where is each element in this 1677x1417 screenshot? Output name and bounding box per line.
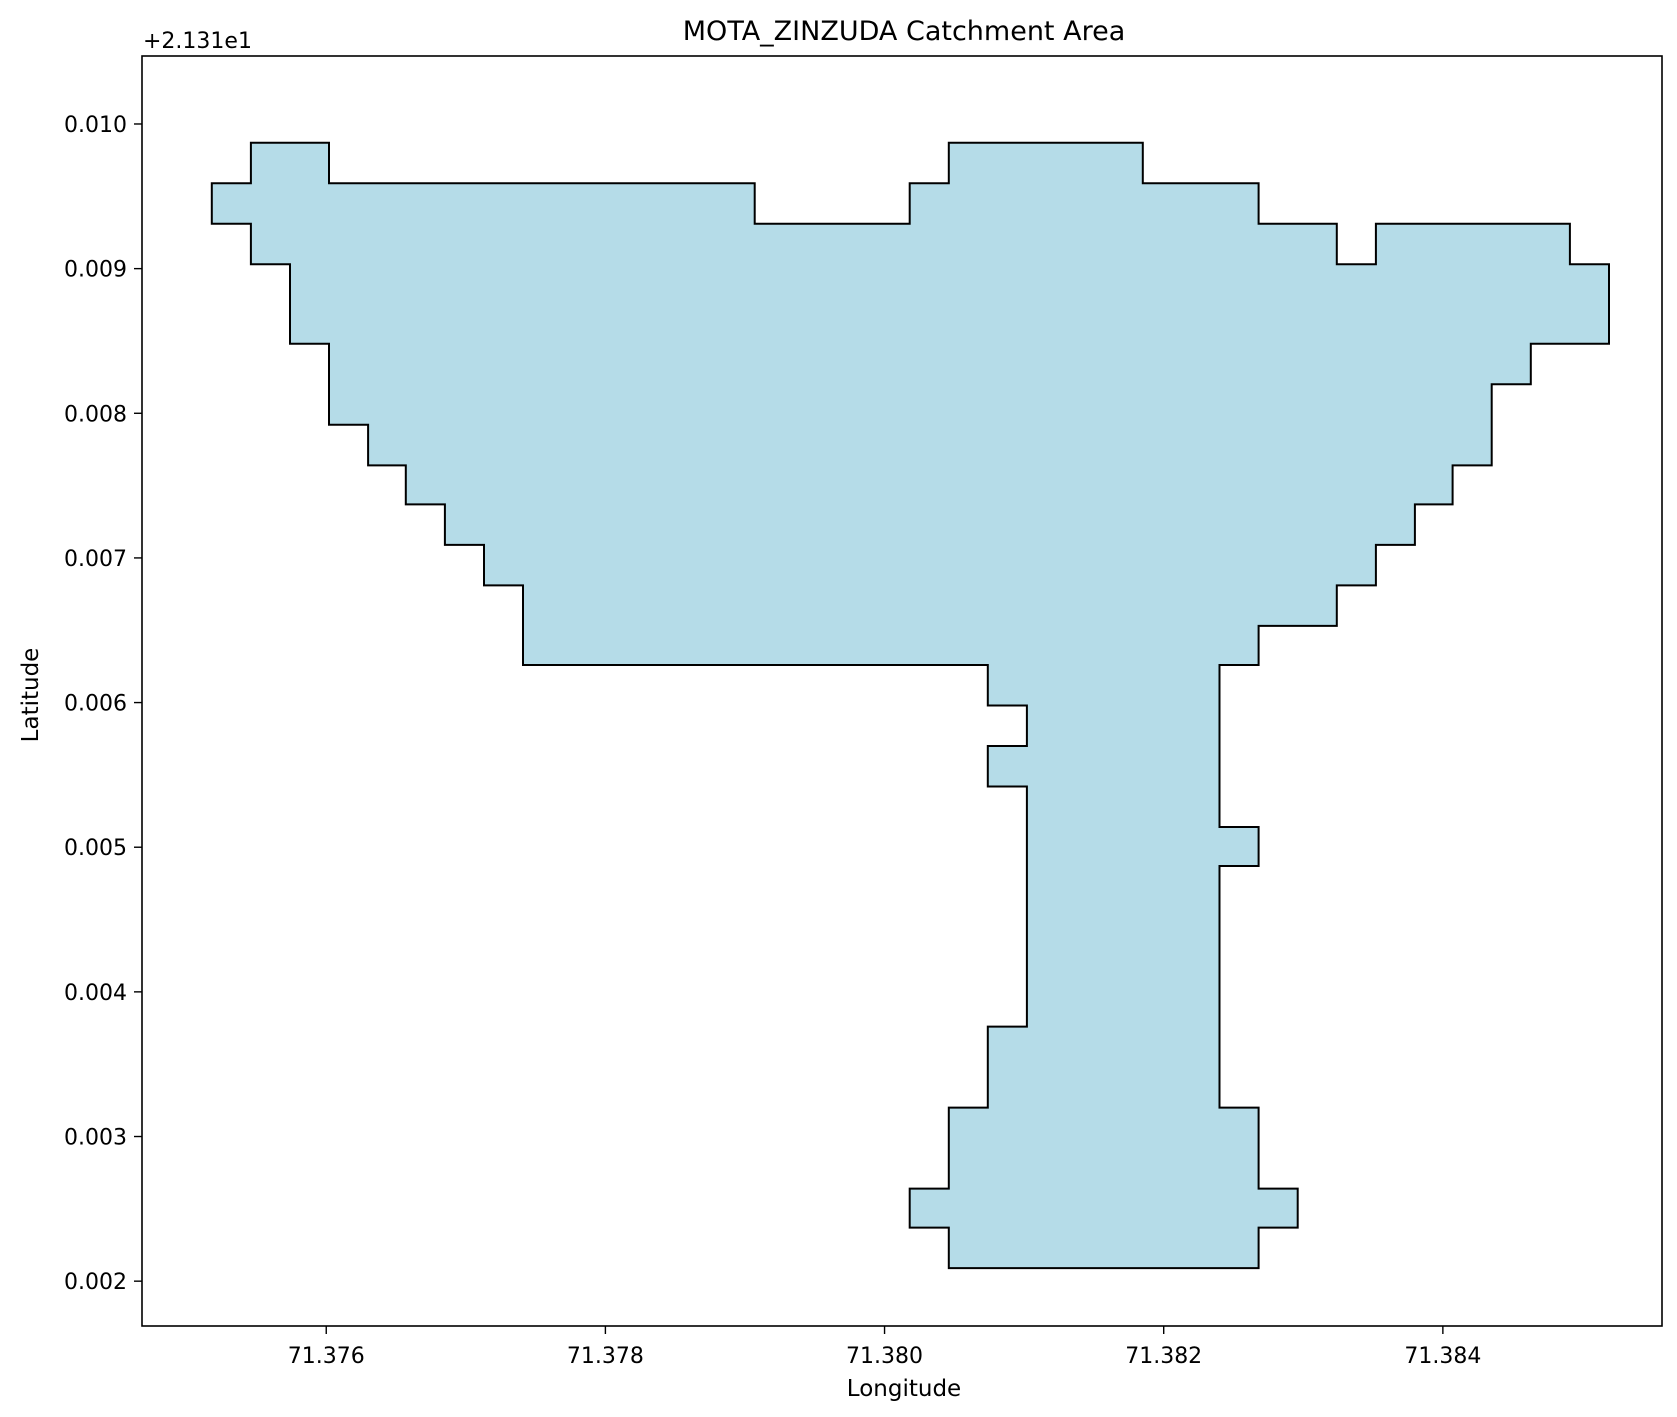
y-tick-label: 0.003 xyxy=(64,1126,127,1151)
x-tick-label: 71.382 xyxy=(1125,1344,1202,1369)
y-axis-label: Latitude xyxy=(18,648,44,743)
y-tick-label: 0.007 xyxy=(64,547,127,572)
y-tick-label: 0.009 xyxy=(64,258,127,283)
x-axis-label: Longitude xyxy=(847,1376,961,1402)
y-tick-label: 0.010 xyxy=(64,113,127,138)
y-axis-ticks: 0.002 0.003 0.004 0.005 0.006 0.007 0.008 0.009… xyxy=(64,113,142,1295)
y-tick-label: 0.005 xyxy=(64,836,127,861)
plot-layer xyxy=(210,141,1610,1270)
y-tick-label: 0.006 xyxy=(64,692,127,717)
x-axis-ticks: 71.376 71.378 71.380 71.382 71.384 xyxy=(288,1326,1481,1369)
chart-title: MOTA_ZINZUDA Catchment Area xyxy=(683,16,1125,47)
x-tick-label: 71.378 xyxy=(567,1344,644,1369)
y-offset-label: +2.131e1 xyxy=(143,29,252,54)
y-tick-label: 0.002 xyxy=(64,1270,127,1295)
x-tick-label: 71.380 xyxy=(846,1344,923,1369)
y-tick-label: 0.004 xyxy=(64,981,127,1006)
axes-frame xyxy=(141,55,1663,1327)
y-tick-label: 0.008 xyxy=(64,402,127,427)
x-tick-label: 71.376 xyxy=(288,1344,365,1369)
x-tick-label: 71.384 xyxy=(1404,1344,1481,1369)
catchment-polygon xyxy=(210,141,1610,1270)
